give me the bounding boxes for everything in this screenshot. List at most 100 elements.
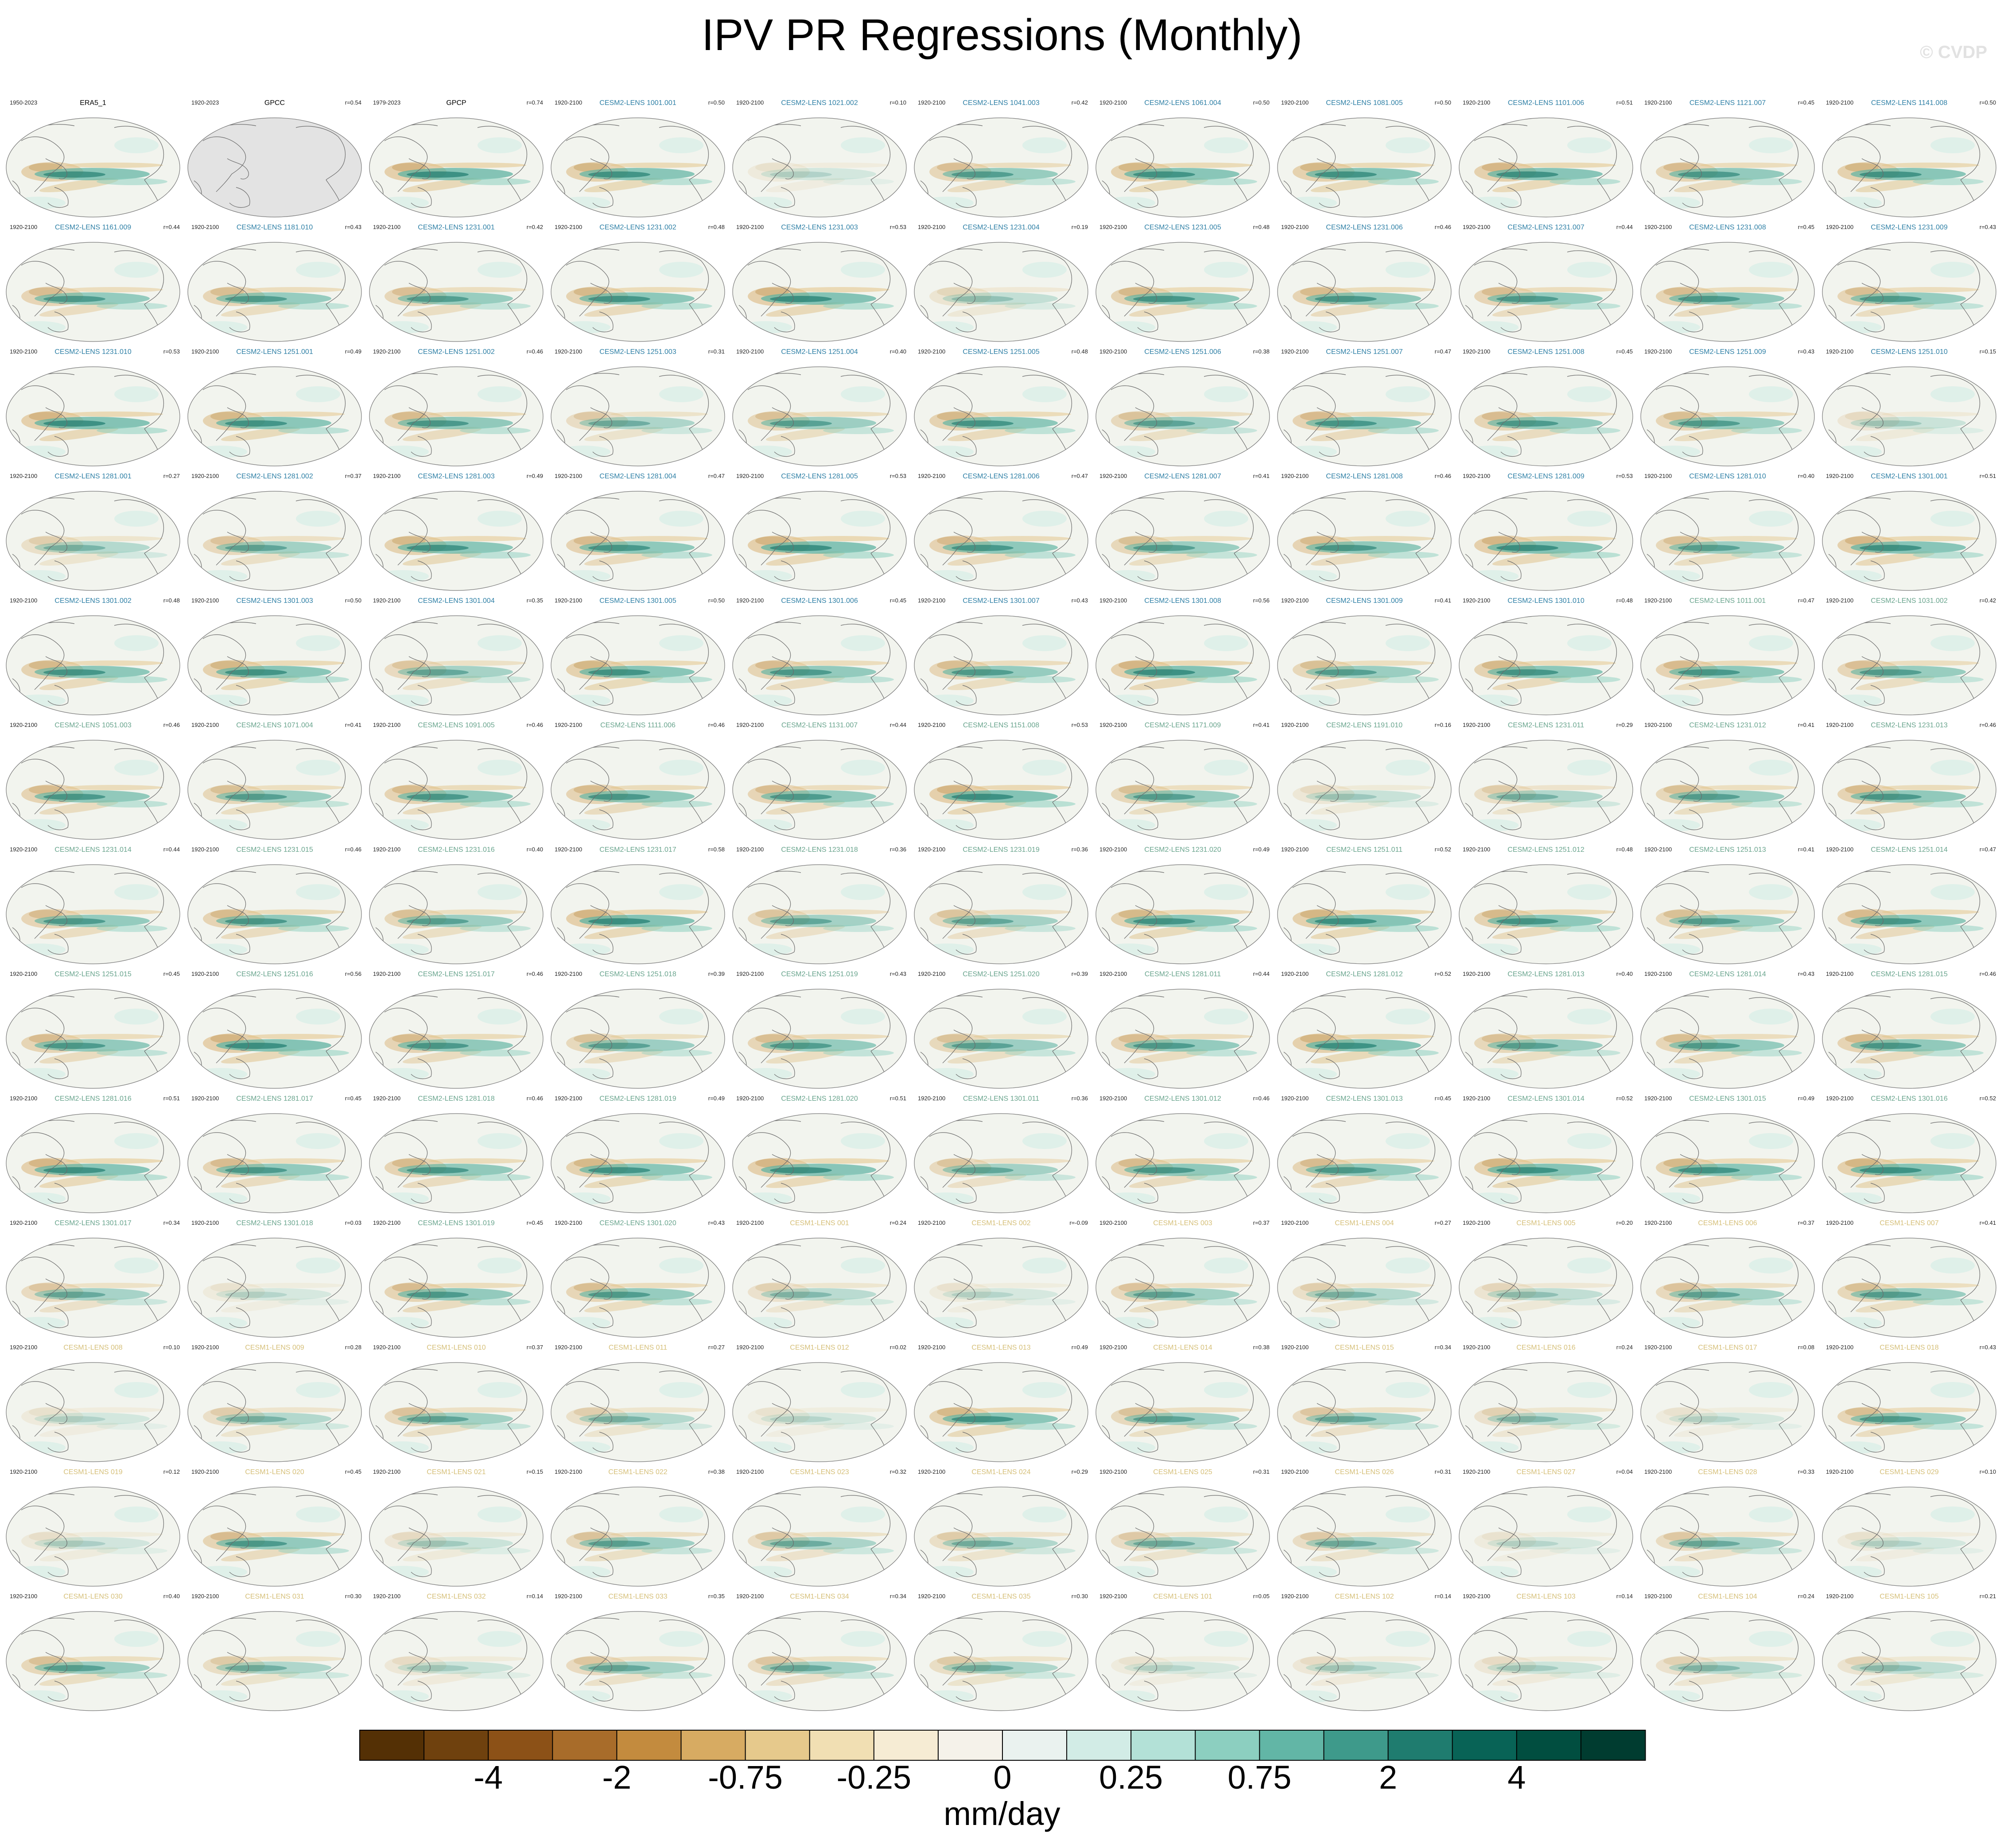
globe-outline (187, 1487, 362, 1587)
globe-outline (1459, 1238, 1633, 1338)
panel-period: 1920-2100 (918, 224, 946, 230)
panel-correlation: r=0.45 (345, 1095, 361, 1102)
panel-period: 1920-2100 (1644, 99, 1672, 106)
globe-outline (369, 242, 544, 342)
panel-name: CESM2-LENS 1281.011 (1144, 971, 1221, 978)
panel-correlation: r=0.28 (345, 1344, 361, 1351)
regression-field (1641, 242, 1814, 342)
colorbar-swatch (937, 1730, 1003, 1761)
panel-name: CESM2-LENS 1301.001 (1871, 473, 1948, 480)
panel-name: CESM2-LENS 1281.003 (418, 473, 495, 480)
panel-name: CESM2-LENS 1281.009 (1507, 473, 1585, 480)
regression-field (6, 242, 180, 342)
panel-correlation: r=0.30 (345, 1593, 361, 1600)
panel-correlation: r=0.46 (345, 846, 361, 853)
panel-correlation: r=0.44 (163, 224, 180, 230)
globe-outline (732, 1238, 907, 1338)
panel-name: CESM2-LENS 1301.020 (599, 1219, 676, 1227)
map-panel-svg (1459, 989, 1633, 1089)
panel-period: 1920-2100 (10, 722, 38, 728)
panel-period: 1920-2100 (191, 1344, 219, 1351)
panel-name: CESM2-LENS 1251.017 (418, 971, 495, 978)
panel-period: 1920-2100 (736, 99, 764, 106)
panel-period: 1920-2100 (555, 597, 583, 604)
panel-name: CESM2-LENS 1301.005 (599, 597, 676, 605)
panel-name: CESM1-LENS 025 (1153, 1468, 1212, 1476)
colorbar-swatch (488, 1730, 553, 1761)
panel-correlation: r=0.41 (1434, 597, 1451, 604)
globe-outline (1095, 1238, 1270, 1338)
colorbar-tick-label: 0.75 (1227, 1759, 1292, 1796)
globe-outline (1459, 989, 1633, 1089)
colorbar-swatch (616, 1730, 682, 1761)
regression-field (6, 616, 180, 715)
regression-field (1096, 1114, 1270, 1213)
panel-correlation: r=0.53 (889, 224, 906, 230)
panel-period: 1920-2100 (373, 722, 401, 728)
regression-field (551, 616, 725, 715)
map-panel: 1920-2100 CESM2-LENS 1301.011 r=0.36 (912, 1092, 1091, 1216)
map-panel-svg (369, 864, 544, 964)
panel-correlation: r=0.46 (1434, 473, 1451, 479)
map-panel-svg (551, 1487, 725, 1587)
panel-name: CESM1-LENS 018 (1880, 1344, 1939, 1351)
globe-outline (1095, 491, 1270, 591)
map-panel: 1920-2100 CESM2-LENS 1231.001 r=0.42 (367, 221, 546, 345)
panel-name: CESM2-LENS 1191.010 (1326, 722, 1403, 729)
globe-outline (1459, 864, 1633, 964)
colorbar-tick-label: 0.25 (1099, 1759, 1163, 1796)
panel-name: CESM2-LENS 1301.012 (1144, 1095, 1221, 1103)
panel-period: 1920-2023 (191, 99, 219, 106)
panel-period: 1920-2100 (555, 99, 583, 106)
panel-correlation: r=0.51 (1616, 99, 1633, 106)
regression-field (1278, 367, 1451, 466)
panel-correlation: r=0.10 (1979, 1468, 1996, 1475)
panel-name: CESM1-LENS 017 (1698, 1344, 1757, 1351)
panel-period: 1920-2100 (1281, 1095, 1309, 1102)
globe-outline (1640, 117, 1815, 217)
panel-period: 1920-2100 (1281, 597, 1309, 604)
map-panel-svg (1459, 1611, 1633, 1711)
panel-period: 1920-2100 (1281, 846, 1309, 853)
globe-outline (1277, 740, 1452, 840)
panel-period: 1920-2100 (1099, 473, 1127, 479)
map-panel: 1920-2100 CESM2-LENS 1251.019 r=0.43 (730, 968, 909, 1092)
globe-outline (1277, 864, 1452, 964)
map-panel: 1920-2100 CESM2-LENS 1001.001 r=0.50 (548, 97, 727, 221)
panel-period: 1920-2100 (555, 1095, 583, 1102)
panel-name: CESM2-LENS 1131.007 (781, 722, 858, 729)
panel-period: 1920-2100 (555, 473, 583, 479)
globe-outline (1277, 989, 1452, 1089)
panel-correlation: r=0.42 (1979, 597, 1996, 604)
globe-outline (1459, 117, 1633, 217)
map-panel: 1920-2100 CESM1-LENS 011 r=0.27 (548, 1341, 727, 1465)
panel-correlation: r=0.45 (1434, 1095, 1451, 1102)
coastlines (375, 124, 528, 216)
panel-name: CESM1-LENS 019 (63, 1468, 123, 1476)
panel-correlation: r=0.40 (889, 348, 906, 355)
panel-period: 1920-2100 (1826, 473, 1854, 479)
panel-correlation: r=0.48 (1616, 846, 1633, 853)
regression-field (188, 1611, 361, 1711)
map-panel: 1920-2100 CESM2-LENS 1251.006 r=0.38 (1093, 346, 1272, 470)
regression-field (1278, 491, 1451, 590)
map-panel: 1979-2023 GPCP r=0.74 (367, 97, 546, 221)
map-panel-svg (551, 989, 725, 1089)
map-panel-svg (187, 740, 362, 840)
panel-period: 1920-2100 (736, 597, 764, 604)
map-panel-svg (1640, 491, 1815, 591)
panel-name: CESM1-LENS 010 (427, 1344, 486, 1351)
panel-period: 1920-2100 (1099, 1219, 1127, 1226)
map-panel-svg (1822, 1238, 1996, 1338)
panel-correlation: r=0.44 (1253, 971, 1270, 977)
panel-correlation: r=0.03 (345, 1219, 361, 1226)
panel-correlation: r=0.54 (345, 99, 361, 106)
regression-field (1278, 865, 1451, 964)
panel-name: CESM1-LENS 029 (1880, 1468, 1939, 1476)
map-panel: 1920-2100 CESM2-LENS 1281.006 r=0.47 (912, 470, 1091, 594)
panel-correlation: r=0.35 (708, 1593, 725, 1600)
panel-period: 1920-2100 (555, 1344, 583, 1351)
map-panel: 1920-2100 CESM1-LENS 018 r=0.43 (1820, 1341, 1999, 1465)
regression-field (733, 367, 906, 466)
panel-correlation: r=0.44 (163, 846, 180, 853)
